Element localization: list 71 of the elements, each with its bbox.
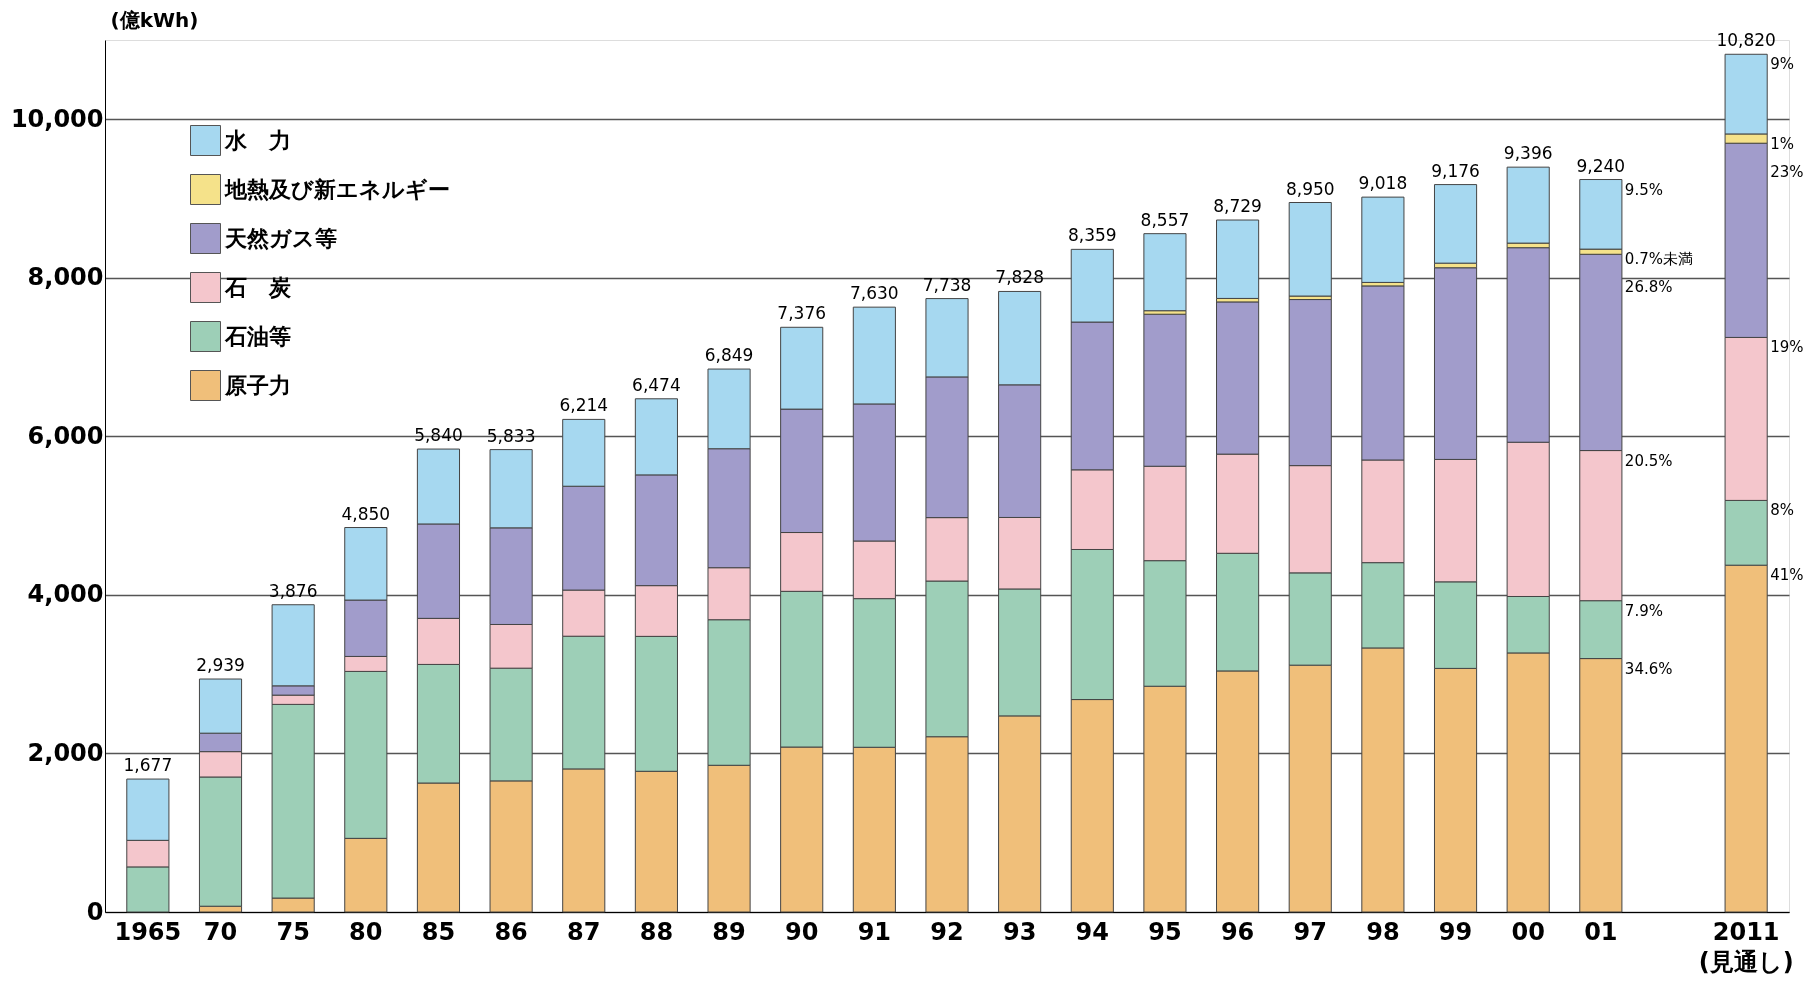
annotation: 20.5% [1624, 451, 1673, 470]
y-tick-label: 8,000 [27, 263, 104, 292]
annotation: 19% [1770, 338, 1804, 357]
y-tick-label: 6,000 [27, 421, 104, 450]
x-tick-label: 2011 (見通し) [1698, 917, 1794, 976]
legend-label: 水 力 [224, 127, 291, 153]
total-label: 7,738 [922, 274, 972, 295]
x-tick-label: 00 [1511, 917, 1545, 946]
legend-label: 地熱及び新エネルギー [224, 176, 450, 202]
total-label: 1,677 [123, 755, 173, 776]
y-tick-label: 2,000 [27, 738, 104, 767]
x-tick-label: 90 [785, 917, 819, 946]
x-tick-label: 70 [203, 917, 238, 946]
y-tick-label: 0 [86, 897, 104, 926]
x-tick-label: 98 [1366, 917, 1400, 946]
bar [1506, 166, 1550, 244]
total-label: 9,176 [1431, 160, 1480, 181]
total-label: 8,729 [1213, 196, 1262, 217]
annotation: 0.7%未満 [1624, 250, 1693, 269]
x-tick-label: 86 [494, 917, 528, 946]
total-label: 8,950 [1285, 178, 1335, 199]
x-tick-label: 92 [930, 917, 964, 946]
x-tick-label: 01 [1584, 917, 1618, 946]
total-label: 8,557 [1140, 209, 1190, 230]
x-tick-label: 89 [712, 917, 746, 946]
bar [1433, 184, 1478, 264]
x-tick-label: 1965 [114, 917, 182, 946]
annotation: 26.8% [1624, 278, 1673, 297]
x-tick-label: 93 [1002, 917, 1037, 946]
annotation: 8% [1770, 501, 1794, 520]
annotation: 23% [1770, 162, 1804, 181]
total-label: 4,850 [341, 503, 391, 524]
legend-label: 石油等 [224, 323, 291, 349]
x-tick-label: 91 [857, 917, 892, 946]
annotation: 1% [1770, 134, 1794, 153]
total-label: 7,630 [850, 283, 899, 304]
total-label: 2,939 [196, 655, 245, 676]
total-label: 6,474 [632, 374, 681, 395]
annotation: 9.5% [1624, 180, 1663, 199]
total-label: 9,396 [1503, 143, 1553, 164]
total-label: 9,018 [1358, 173, 1408, 194]
legend-label: 天然ガス等 [224, 225, 337, 251]
bar [1361, 196, 1405, 283]
legend-label: 原子力 [224, 372, 291, 398]
x-tick-label: 97 [1293, 917, 1327, 946]
bar [1288, 202, 1332, 297]
annotation: 7.9% [1624, 601, 1663, 620]
x-tick-label: 75 [276, 917, 310, 946]
x-tick-label: 96 [1220, 917, 1255, 946]
annotation: 9% [1770, 55, 1794, 74]
x-tick-label: 95 [1148, 917, 1182, 946]
total-label: 6,849 [704, 345, 754, 366]
x-tick-label: 85 [421, 917, 456, 946]
x-tick-label: 88 [639, 917, 674, 946]
total-label: 7,376 [777, 303, 827, 324]
x-tick-label: 99 [1438, 917, 1473, 946]
total-label: 8,359 [1067, 225, 1117, 246]
total-label: 6,214 [559, 395, 609, 416]
x-tick-label: 87 [567, 917, 601, 946]
x-tick-label: 94 [1075, 917, 1109, 946]
bar [1143, 233, 1187, 312]
legend-label: 石 炭 [224, 274, 292, 300]
y-tick-label: 4,000 [27, 580, 104, 609]
y-tick-label: 10,000 [10, 104, 104, 133]
annotation: 34.6% [1624, 659, 1673, 678]
total-label: 9,240 [1576, 155, 1626, 176]
total-label: 10,820 [1716, 30, 1776, 51]
bar [1216, 219, 1260, 299]
x-tick-label: 80 [349, 917, 383, 946]
y-axis-title: (億kWh) [110, 7, 199, 32]
annotation: 41% [1770, 566, 1804, 585]
